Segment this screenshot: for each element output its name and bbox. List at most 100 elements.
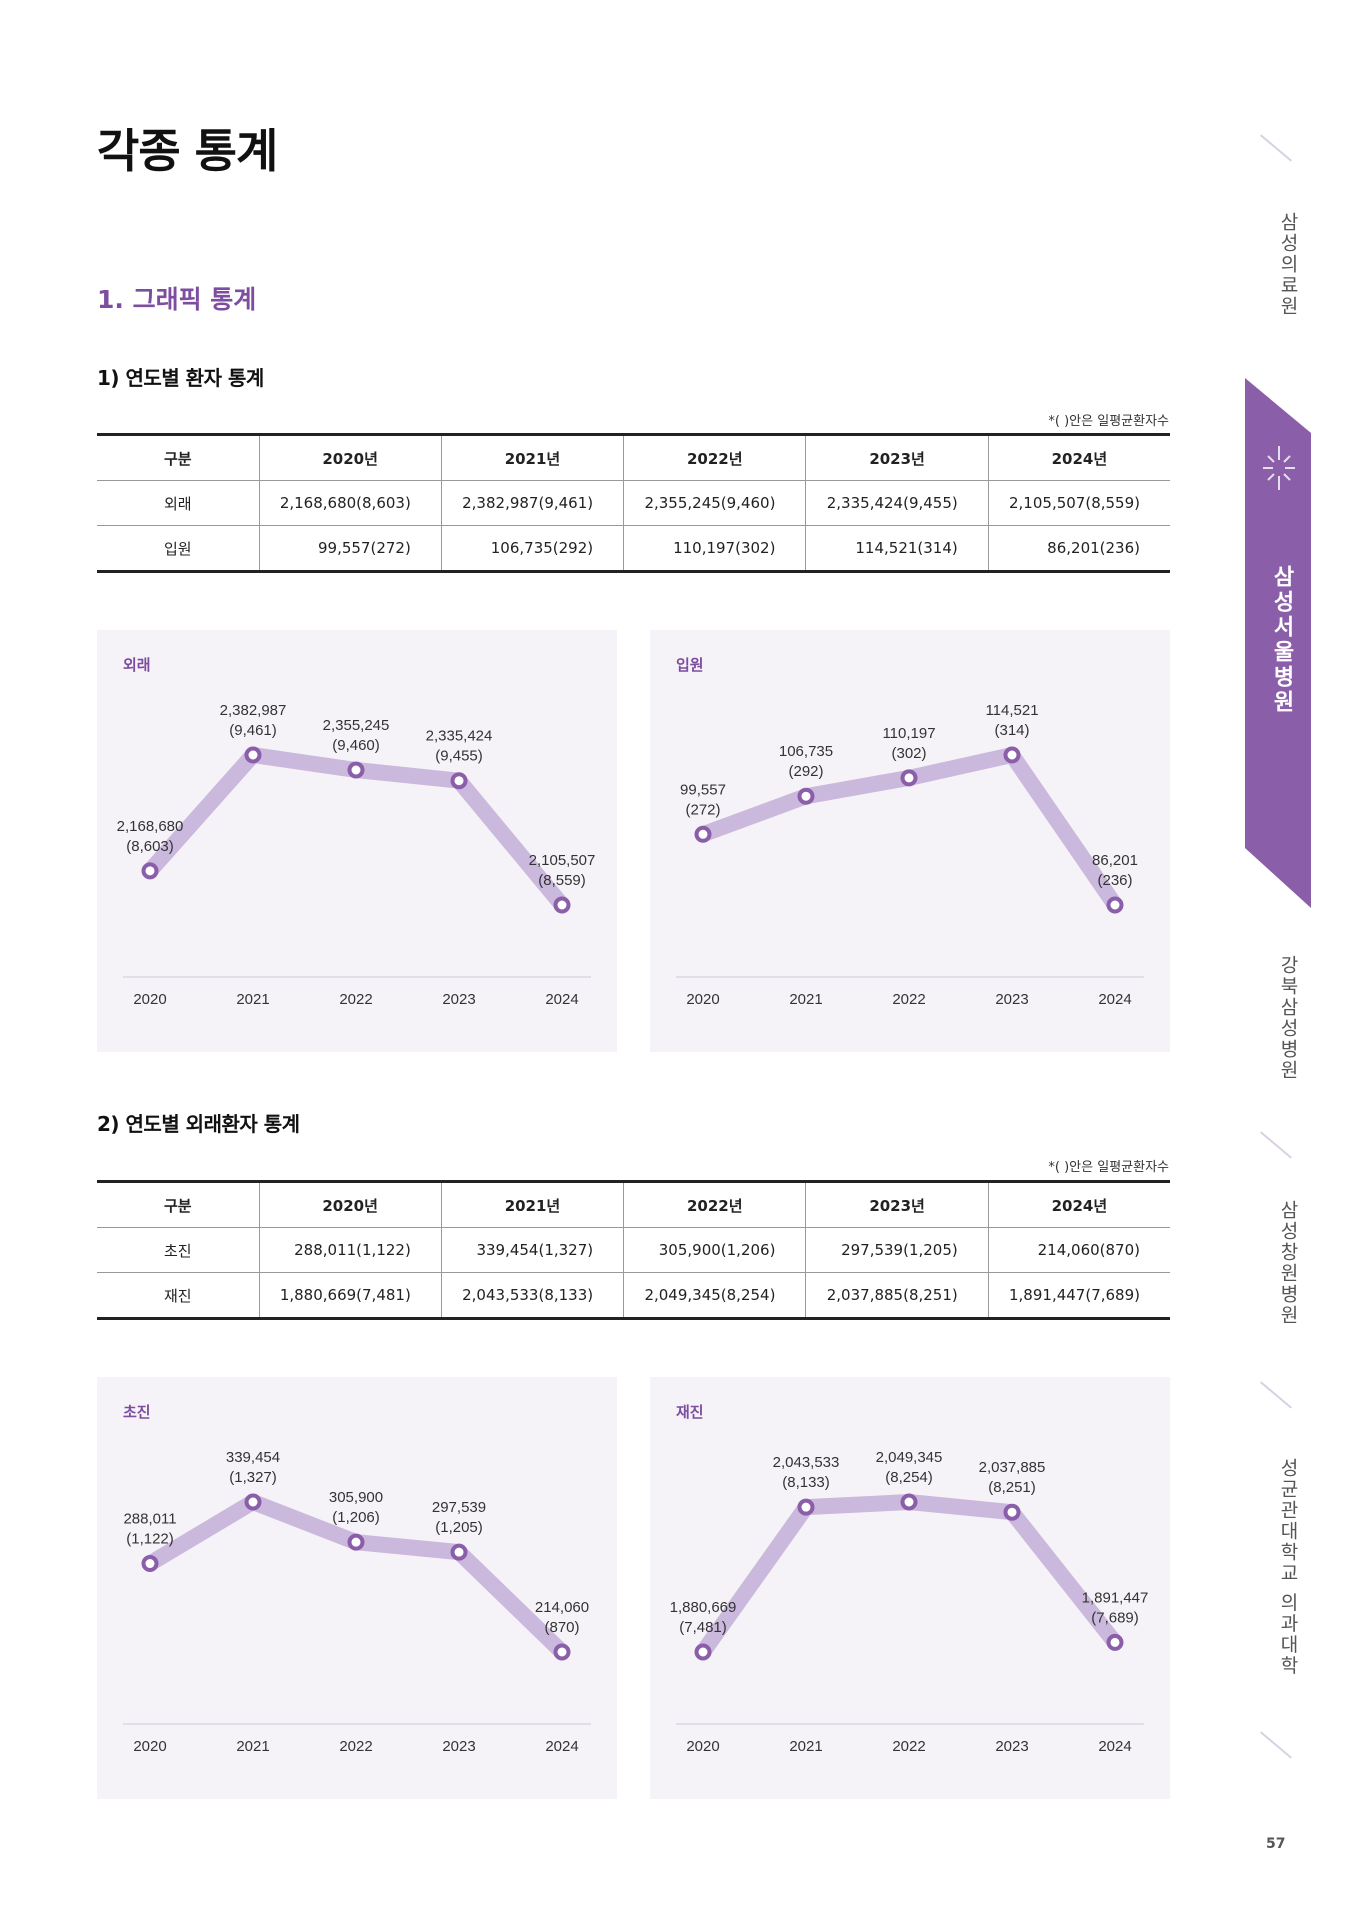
header-cell: 2021년 <box>440 433 624 481</box>
row-label: 입원 <box>97 525 259 573</box>
data-label-daily: (1,327) <box>229 1469 277 1486</box>
data-point <box>1106 1633 1124 1651</box>
table-header-row: 구분 2020년 2021년 2022년 2023년 2024년 <box>97 1180 1170 1228</box>
outpatient-chart: 외래 2,168,680 (8,603) 2020 2,382,987 (9,461) 2… <box>97 630 617 1052</box>
data-point <box>244 1493 262 1511</box>
data-label-value: 1,880,669 <box>670 1599 737 1616</box>
table-cell: 339,454(1,327) <box>440 1227 624 1273</box>
data-label-value: 2,382,987 <box>220 702 287 719</box>
data-label-value: 2,037,885 <box>979 1459 1046 1476</box>
data-label-value: 86,201 <box>1092 852 1138 869</box>
nav-item-samsung-medical-center[interactable]: 삼성의료원 <box>1277 212 1299 317</box>
first-visit-chart: 초진 288,011 (1,122) 2020 339,454 (1,327) 2021 3… <box>97 1377 617 1799</box>
header-cell: 2020년 <box>258 1180 442 1228</box>
data-label-daily: (7,481) <box>679 1619 727 1636</box>
data-label-daily: (302) <box>891 745 926 762</box>
data-label-value: 2,105,507 <box>529 852 596 869</box>
table-row: 입원 99,557(272) 106,735(292) 110,197(302)… <box>97 525 1170 573</box>
table-header-row: 구분 2020년 2021년 2022년 2023년 2024년 <box>97 433 1170 481</box>
data-point <box>1003 746 1021 764</box>
table1-note: *( )안은 일평균환자수 <box>1048 414 1169 429</box>
table-cell: 2,105,507(8,559) <box>987 480 1170 526</box>
x-tick-label: 2021 <box>236 991 269 1008</box>
table-cell: 1,880,669(7,481) <box>258 1272 442 1320</box>
nav-item-samsung-changwon-hospital[interactable]: 삼성창원병원 <box>1277 1200 1299 1326</box>
data-label-value: 2,355,245 <box>323 717 390 734</box>
data-point <box>450 772 468 790</box>
chart-svg: 2,168,680 (8,603) 2020 2,382,987 (9,461) 2021… <box>117 702 596 1008</box>
x-tick-label: 2020 <box>133 1738 166 1755</box>
x-tick-label: 2024 <box>1098 1738 1131 1755</box>
data-label-value: 1,891,447 <box>1082 1589 1149 1606</box>
x-tick-label: 2023 <box>995 1738 1028 1755</box>
data-label-daily: (9,460) <box>332 737 380 754</box>
inpatient-chart: 입원 99,557 (272) 2020 106,735 (292) 2021 110,19… <box>650 630 1170 1052</box>
divider-slash <box>1260 1731 1292 1759</box>
table-row: 재진 1,880,669(7,481) 2,043,533(8,133) 2,0… <box>97 1272 1170 1320</box>
nav-active-label: 삼성서울병원 <box>1269 565 1294 715</box>
data-label-value: 305,900 <box>329 1489 383 1506</box>
data-point <box>694 1643 712 1661</box>
header-cell: 구분 <box>97 433 259 481</box>
x-tick-label: 2022 <box>892 991 925 1008</box>
table-cell: 214,060(870) <box>987 1227 1170 1273</box>
page-title: 각종 통계 <box>97 124 278 178</box>
section-title: 1. 그래픽 통계 <box>97 285 257 314</box>
data-label-value: 110,197 <box>882 725 935 742</box>
x-tick-label: 2024 <box>545 1738 578 1755</box>
nav-item-samsung-seoul-hospital[interactable]: 삼성서울병원 <box>1245 378 1311 908</box>
data-label-value: 297,539 <box>432 1499 486 1516</box>
row-label: 외래 <box>97 480 259 526</box>
chart-svg: 99,557 (272) 2020 106,735 (292) 2021 110,197 (3… <box>676 702 1144 1008</box>
data-label-value: 2,335,424 <box>426 728 493 745</box>
table-cell: 305,900(1,206) <box>623 1227 806 1273</box>
x-tick-label: 2020 <box>686 991 719 1008</box>
outpatient-stats-table: 구분 2020년 2021년 2022년 2023년 2024년 초진 288,… <box>97 1180 1170 1320</box>
data-label-daily: (7,689) <box>1091 1609 1139 1626</box>
data-point <box>900 769 918 787</box>
header-cell: 2022년 <box>623 1180 806 1228</box>
sparkle-icon <box>1263 446 1295 490</box>
side-nav: 삼성의료원 삼성서울병원 강북삼성병원 삼성창원병원 성균관대학교 의과대학 <box>1245 0 1357 1920</box>
nav-item-skku-medical-school[interactable]: 성균관대학교 의과대학 <box>1277 1458 1299 1677</box>
data-label-value: 339,454 <box>226 1449 280 1466</box>
row-label: 초진 <box>97 1227 259 1273</box>
table-cell: 2,355,245(9,460) <box>623 480 806 526</box>
chart-label: 입원 <box>676 656 704 674</box>
data-label-daily: (8,133) <box>782 1474 830 1491</box>
x-tick-label: 2023 <box>995 991 1028 1008</box>
data-point <box>797 787 815 805</box>
data-label-daily: (272) <box>685 801 720 818</box>
data-label-daily: (8,254) <box>885 1469 933 1486</box>
header-cell: 2024년 <box>987 433 1170 481</box>
data-label-value: 2,168,680 <box>117 818 184 835</box>
table-cell: 110,197(302) <box>623 525 806 573</box>
chart-label: 외래 <box>123 656 151 674</box>
data-label-daily: (870) <box>544 1619 579 1636</box>
table2-title: 2) 연도별 외래환자 통계 <box>97 1112 300 1136</box>
data-point <box>347 1533 365 1551</box>
data-point <box>900 1493 918 1511</box>
data-point <box>553 896 571 914</box>
header-cell: 2023년 <box>805 433 989 481</box>
data-label-value: 114,521 <box>985 702 1038 719</box>
header-cell: 구분 <box>97 1180 259 1228</box>
nav-item-kangbuk-samsung-hospital[interactable]: 강북삼성병원 <box>1277 955 1299 1081</box>
table-cell: 2,335,424(9,455) <box>805 480 989 526</box>
page-number: 57 <box>1266 1836 1286 1852</box>
x-tick-label: 2024 <box>1098 991 1131 1008</box>
data-label-value: 2,049,345 <box>876 1449 943 1466</box>
data-label-value: 214,060 <box>535 1599 589 1616</box>
table-cell: 288,011(1,122) <box>258 1227 442 1273</box>
x-tick-label: 2024 <box>545 991 578 1008</box>
data-label-value: 288,011 <box>123 1511 176 1528</box>
x-tick-label: 2022 <box>339 1738 372 1755</box>
data-point <box>1003 1503 1021 1521</box>
data-label-daily: (1,205) <box>435 1519 483 1536</box>
data-point <box>347 761 365 779</box>
header-cell: 2020년 <box>258 433 442 481</box>
chart-label: 초진 <box>123 1403 151 1421</box>
data-label-daily: (1,122) <box>126 1531 174 1548</box>
table-cell: 106,735(292) <box>440 525 624 573</box>
divider-slash <box>1260 1131 1292 1159</box>
